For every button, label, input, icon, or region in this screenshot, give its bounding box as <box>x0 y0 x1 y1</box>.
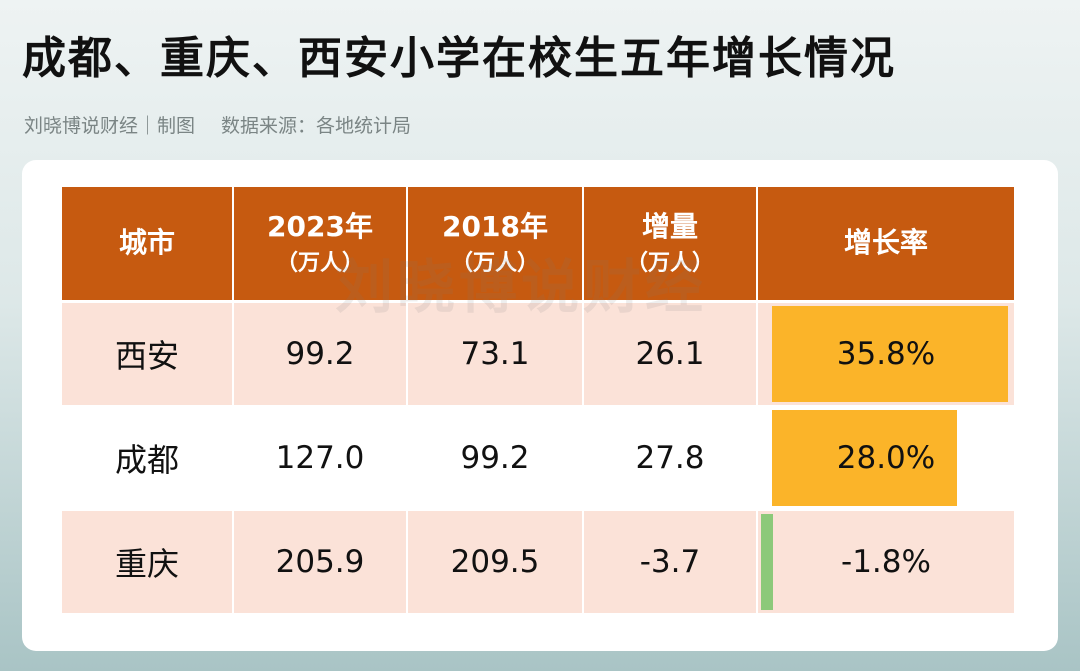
increase-cell: -3.7 <box>584 511 756 613</box>
header-2018-label: 2018年 <box>442 210 548 244</box>
city-cell: 西安 <box>62 303 232 405</box>
header-2023-label: 2023年 <box>267 210 373 244</box>
rate-cell: 28.0% <box>758 407 1014 509</box>
increase-cell: 27.8 <box>584 407 756 509</box>
city-cell: 重庆 <box>62 511 232 613</box>
rate-cell: -1.8% <box>758 511 1014 613</box>
header-2018-unit: （万人） <box>450 250 539 276</box>
header-increase-unit: （万人） <box>625 250 714 276</box>
header-city: 城市 <box>62 187 232 300</box>
author-credit: 刘晓博说财经｜制图 <box>24 115 196 137</box>
rate-value: -1.8% <box>841 544 931 580</box>
value-2023-cell: 99.2 <box>234 303 406 405</box>
table-header-row: 城市 2023年 （万人） 2018年 （万人） 增量 （万人） 增长率 <box>62 187 1014 300</box>
table-card: 城市 2023年 （万人） 2018年 （万人） 增量 （万人） 增长率 西安 … <box>22 160 1058 651</box>
rate-value: 28.0% <box>836 440 936 476</box>
value-2018-cell: 209.5 <box>408 511 582 613</box>
rate-bar <box>761 514 773 610</box>
header-city-label: 城市 <box>118 226 175 260</box>
increase-cell: 26.1 <box>584 303 756 405</box>
value-2018-cell: 99.2 <box>408 407 582 509</box>
header-2023-unit: （万人） <box>275 250 364 276</box>
header-2018: 2018年 （万人） <box>408 187 582 300</box>
header-increase-label: 增量 <box>641 210 698 244</box>
data-table: 城市 2023年 （万人） 2018年 （万人） 增量 （万人） 增长率 西安 … <box>62 187 1014 615</box>
subtitle: 刘晓博说财经｜制图 数据来源：各地统计局 <box>24 111 411 138</box>
header-rate-label: 增长率 <box>843 226 928 260</box>
rate-value: 35.8% <box>836 336 936 372</box>
rate-bar <box>772 410 957 506</box>
city-cell: 成都 <box>62 407 232 509</box>
rate-bar <box>772 306 1008 402</box>
header-2023: 2023年 （万人） <box>234 187 406 300</box>
value-2023-cell: 205.9 <box>234 511 406 613</box>
header-rate: 增长率 <box>758 187 1014 300</box>
value-2018-cell: 73.1 <box>408 303 582 405</box>
data-source: 数据来源：各地统计局 <box>221 115 412 137</box>
header-increase: 增量 （万人） <box>584 187 756 300</box>
table-row: 重庆 205.9 209.5 -3.7 -1.8% <box>62 511 1014 613</box>
value-2023-cell: 127.0 <box>234 407 406 509</box>
rate-cell: 35.8% <box>758 303 1014 405</box>
table-row: 成都 127.0 99.2 27.8 28.0% <box>62 407 1014 509</box>
table-row: 西安 99.2 73.1 26.1 35.8% <box>62 303 1014 405</box>
page-title: 成都、重庆、西安小学在校生五年增长情况 <box>22 33 896 84</box>
